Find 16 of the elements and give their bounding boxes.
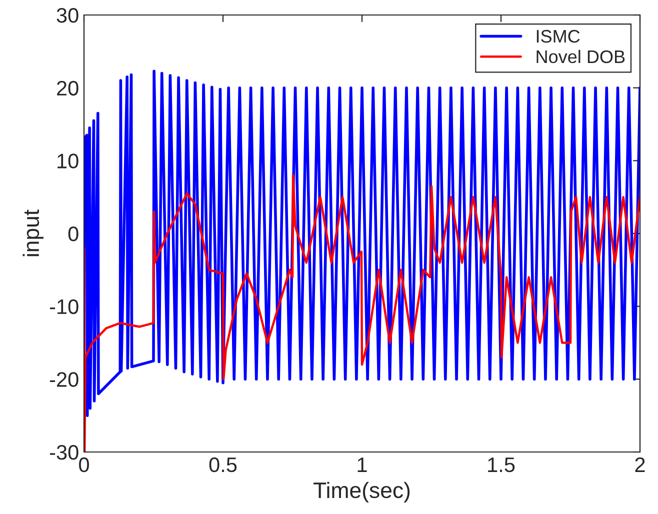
x-tick-label: 0 [79, 457, 89, 472]
y-tick-label: -20 [50, 372, 78, 387]
y-tick-label: 0 [68, 226, 78, 242]
x-tick-label: 2 [635, 457, 645, 472]
y-tick-label: 10 [58, 154, 78, 168]
x-tick-label: 1 [358, 458, 367, 472]
y-tick-label: -10 [50, 299, 78, 314]
legend-label: ISMC [536, 30, 580, 43]
y-tick-label: 20 [57, 80, 78, 96]
y-axis-title: input [22, 210, 44, 256]
y-tick-label: 30 [56, 8, 78, 23]
y-tick-label: -30 [50, 445, 78, 460]
legend-label: Novel DOB [536, 50, 625, 64]
x-axis-title: Time(sec) [314, 482, 410, 503]
x-tick-label: 0.5 [209, 457, 237, 472]
x-tick-label: 1.5 [488, 458, 515, 472]
